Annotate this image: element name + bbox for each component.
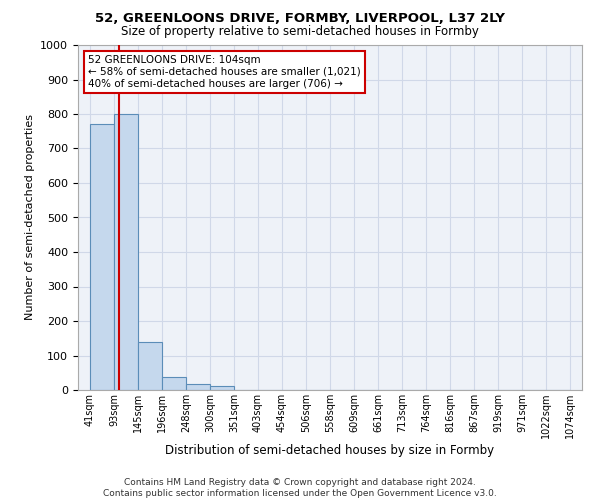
Bar [138,342,162,390]
Text: Contains HM Land Registry data © Crown copyright and database right 2024.
Contai: Contains HM Land Registry data © Crown c… [103,478,497,498]
Bar [210,386,234,390]
Y-axis label: Number of semi-detached properties: Number of semi-detached properties [25,114,35,320]
Text: 52 GREENLOONS DRIVE: 104sqm
← 58% of semi-detached houses are smaller (1,021)
40: 52 GREENLOONS DRIVE: 104sqm ← 58% of sem… [88,56,361,88]
Text: 52, GREENLOONS DRIVE, FORMBY, LIVERPOOL, L37 2LY: 52, GREENLOONS DRIVE, FORMBY, LIVERPOOL,… [95,12,505,26]
Bar [162,377,186,390]
Bar [186,384,210,390]
X-axis label: Distribution of semi-detached houses by size in Formby: Distribution of semi-detached houses by … [166,444,494,457]
Text: Size of property relative to semi-detached houses in Formby: Size of property relative to semi-detach… [121,25,479,38]
Bar [90,124,114,390]
Bar [114,114,138,390]
